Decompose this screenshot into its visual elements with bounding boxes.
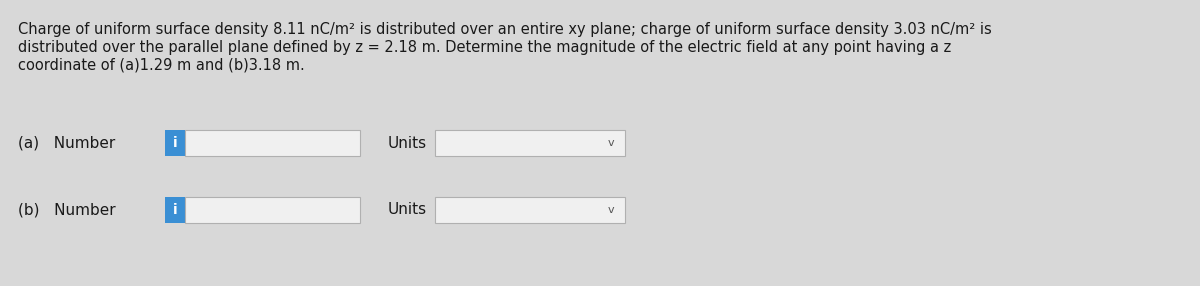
FancyBboxPatch shape	[185, 130, 360, 156]
Text: Charge of uniform surface density 8.11 nC/m² is distributed over an entire xy pl: Charge of uniform surface density 8.11 n…	[18, 22, 991, 37]
Text: (a)   Number: (a) Number	[18, 136, 115, 150]
Text: i: i	[173, 136, 178, 150]
Text: (b)   Number: (b) Number	[18, 202, 115, 217]
Text: v: v	[607, 205, 614, 215]
FancyBboxPatch shape	[166, 130, 185, 156]
Text: i: i	[173, 203, 178, 217]
Text: Units: Units	[388, 202, 427, 217]
Text: v: v	[607, 138, 614, 148]
FancyBboxPatch shape	[436, 130, 625, 156]
FancyBboxPatch shape	[166, 197, 185, 223]
Text: Units: Units	[388, 136, 427, 150]
FancyBboxPatch shape	[185, 197, 360, 223]
FancyBboxPatch shape	[436, 197, 625, 223]
Text: coordinate of (a)1.29 m and (b)3.18 m.: coordinate of (a)1.29 m and (b)3.18 m.	[18, 58, 305, 73]
Text: distributed over the parallel plane defined by z = 2.18 m. Determine the magnitu: distributed over the parallel plane defi…	[18, 40, 952, 55]
